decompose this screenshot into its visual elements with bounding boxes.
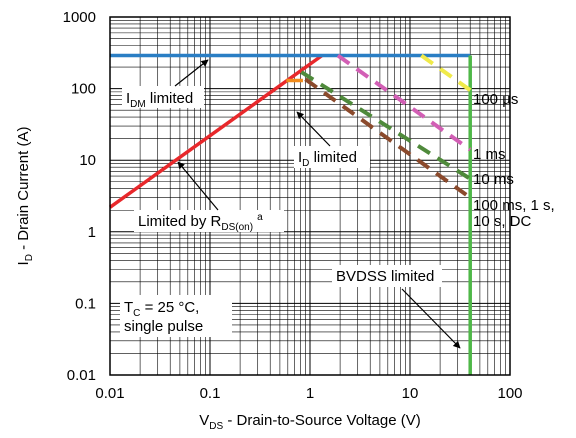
- id-label-bg: [294, 146, 370, 168]
- bvdss-limited-label: BVDSS limited: [336, 268, 434, 285]
- label-100us: 100 µs: [473, 91, 518, 108]
- idm-limited-label: IDM limited: [126, 90, 193, 110]
- y-axis-title: ID - Drain Current (A): [15, 127, 35, 266]
- series-dc-line: [304, 77, 472, 200]
- rds-arrow: [177, 161, 219, 211]
- series-rds-line: [108, 54, 324, 209]
- rds-label-bg: [134, 210, 284, 232]
- plot-frame: [109, 16, 511, 376]
- series-ms1-line: [336, 53, 472, 152]
- tc-label-bg: [120, 295, 232, 337]
- x-tick-label: 0.1: [200, 385, 221, 402]
- y-tick-label: 100: [71, 81, 96, 98]
- tc-label-line2: single pulse: [124, 318, 203, 335]
- idm-label-bg: [122, 86, 204, 108]
- id-limited-label: ID limited: [298, 149, 357, 169]
- series-us100-line: [420, 53, 472, 92]
- label-dc-line2: 10 s, DC: [473, 213, 532, 230]
- x-tick-label: 0.01: [95, 385, 124, 402]
- bvdss-arrow: [401, 288, 461, 349]
- x-axis-title: VDS - Drain-to-Source Voltage (V): [199, 412, 421, 432]
- label-1ms: 1 ms: [473, 146, 506, 163]
- series-lines: [108, 53, 472, 375]
- x-tick-label: 100: [497, 385, 522, 402]
- y-tick-label: 10: [79, 152, 96, 169]
- y-tick-label: 0.1: [75, 295, 96, 312]
- tc-label: TC = 25 °C,: [124, 299, 199, 319]
- label-dc-line1: 100 ms, 1 s,: [473, 197, 555, 214]
- axis-tick-labels: 0.01 0.1 1 10 100 0.01 0.1 1 10 100 1000: [63, 9, 523, 402]
- label-10ms: 10 ms: [473, 171, 514, 188]
- y-tick-label: 1: [88, 224, 96, 241]
- x-tick-label: 10: [402, 385, 419, 402]
- y-tick-label: 1000: [63, 9, 96, 26]
- rds-limited-label: Limited by RDS(on)a: [138, 212, 263, 233]
- x-tick-label: 1: [306, 385, 314, 402]
- y-tick-label: 0.01: [67, 367, 96, 384]
- bvdss-label-bg: [332, 265, 442, 287]
- idm-arrow: [174, 59, 209, 87]
- series-ms10-line: [300, 70, 472, 181]
- id-arrow: [296, 111, 331, 147]
